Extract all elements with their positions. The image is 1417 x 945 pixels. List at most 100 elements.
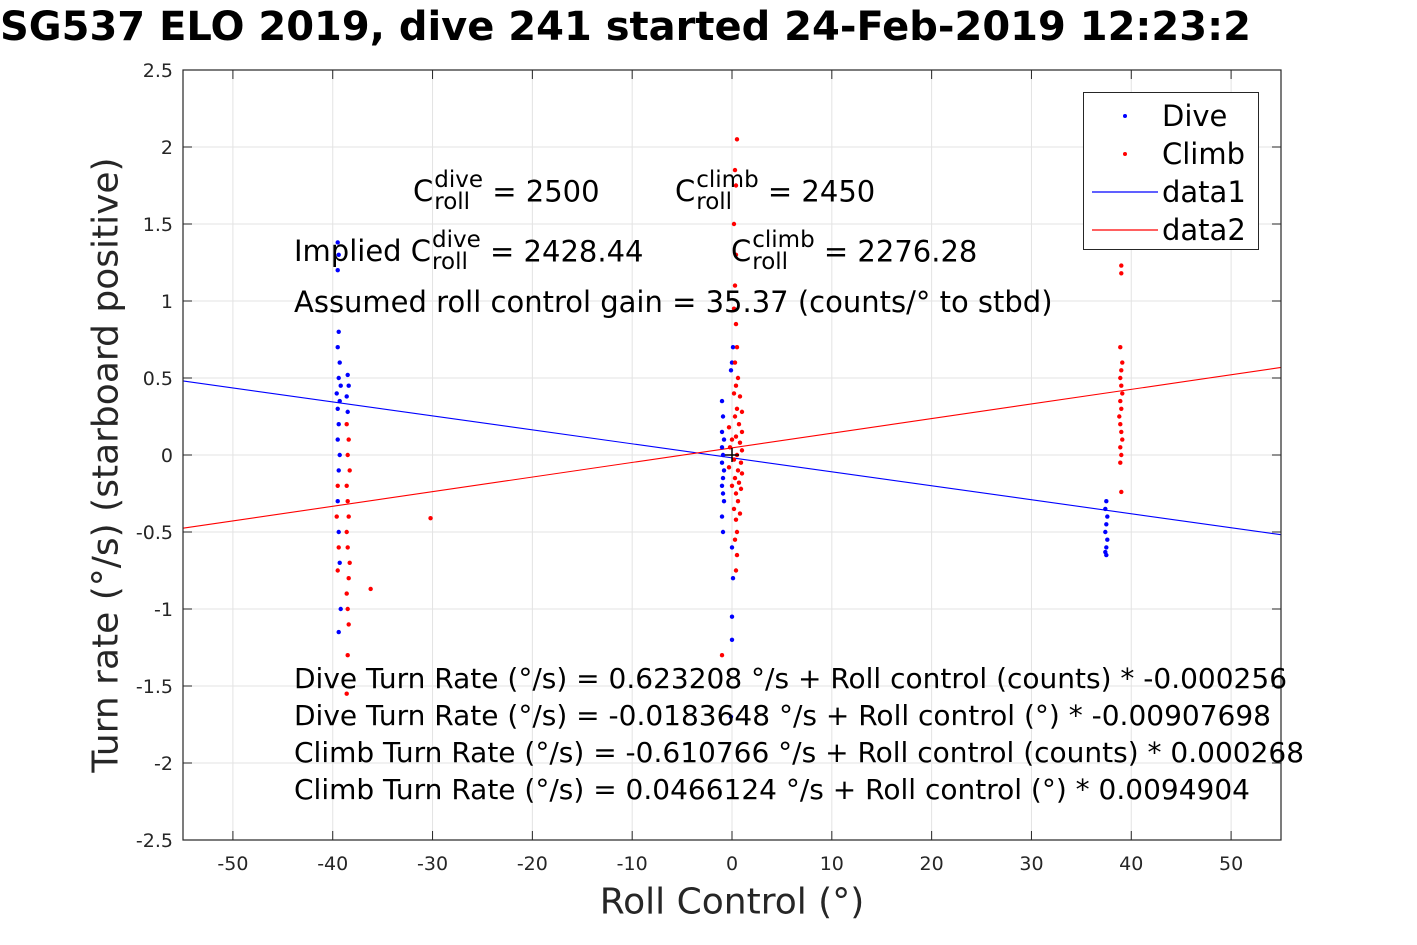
legend-item-dive: Dive — [1084, 97, 1258, 135]
data-point-climb — [334, 514, 339, 519]
data-point-climb — [346, 514, 351, 519]
y-tick-label: 0.5 — [143, 368, 173, 390]
x-tick-label: -30 — [417, 853, 448, 875]
data-point-climb — [719, 653, 725, 658]
data-point-dive — [1104, 522, 1109, 527]
data-point-dive — [719, 514, 725, 519]
data-point-dive — [345, 372, 350, 378]
data-point-climb — [347, 560, 352, 565]
data-point-climb — [726, 465, 732, 470]
data-point-dive — [336, 375, 341, 381]
data-point-dive — [338, 606, 343, 612]
data-point-climb — [732, 414, 738, 419]
dive-marker-icon — [1123, 114, 1127, 118]
data-point-climb — [345, 499, 350, 504]
data-point-dive — [728, 368, 734, 373]
data-point-climb — [739, 409, 745, 415]
y-tick-label: -2.5 — [136, 830, 173, 852]
data-point-dive — [336, 529, 341, 535]
climb-marker-icon — [1123, 152, 1127, 156]
y-tick-label: -2 — [154, 753, 173, 775]
x-axis-ticks: -50 -40 -30 -20 -10 0 10 20 30 40 50 — [217, 70, 1243, 875]
data-point-climb — [734, 137, 740, 142]
data-point-dive — [336, 422, 341, 427]
data-point-dive — [338, 383, 343, 388]
data-point-climb — [344, 529, 349, 535]
origin-crosshair — [725, 448, 739, 462]
data-point-climb — [1118, 345, 1123, 350]
data-point-climb — [1119, 406, 1124, 411]
data-point-climb — [345, 545, 350, 550]
subscript-roll: roll — [434, 188, 471, 215]
data-point-climb — [345, 452, 350, 458]
data-point-dive — [1103, 506, 1108, 512]
data-marks — [182, 137, 1282, 719]
data-point-dive — [1104, 545, 1109, 550]
implied-climb-value: = 2276.28 — [823, 234, 978, 269]
data-point-climb — [734, 552, 740, 558]
data-point-climb — [729, 483, 735, 488]
data-point-climb — [733, 491, 739, 496]
data-point-climb — [1120, 360, 1125, 365]
data-point-climb — [739, 471, 745, 476]
data-point-climb — [734, 406, 740, 411]
data-point-climb — [344, 483, 349, 488]
y-tick-label: 2.5 — [143, 60, 173, 82]
data-point-climb — [738, 486, 744, 492]
data-point-dive — [346, 383, 351, 388]
data-point-dive — [335, 499, 340, 504]
legend-label-climb: Climb — [1162, 137, 1246, 171]
data-point-climb — [1119, 452, 1124, 458]
data-point-climb — [737, 394, 743, 399]
data-point-climb — [731, 506, 737, 512]
data-point-climb — [734, 529, 740, 535]
data-point-climb — [345, 653, 350, 658]
data1-line-icon — [1092, 191, 1158, 193]
x-tick-label: -20 — [517, 853, 548, 875]
c-letter: C — [413, 174, 434, 209]
data-point-dive — [335, 406, 340, 411]
data-point-climb — [739, 448, 745, 453]
data-point-climb — [733, 568, 739, 573]
y-tick-label: -1.5 — [136, 676, 173, 698]
axes-box — [182, 69, 1282, 841]
data-point-dive — [720, 529, 726, 535]
data-point-climb — [733, 383, 739, 388]
equation-climb-degrees: Climb Turn Rate (°/s) = 0.0466124 °/s + … — [294, 773, 1250, 806]
data-point-dive — [719, 429, 725, 435]
data-point-dive — [719, 460, 725, 465]
x-tick-label: 30 — [1019, 853, 1043, 875]
data-point-dive — [1103, 529, 1108, 535]
data-point-climb — [731, 306, 737, 311]
y-tick-label: -1 — [154, 599, 173, 621]
data-point-climb — [335, 568, 340, 573]
implied-prefix: Implied C — [294, 234, 432, 269]
data-point-dive — [334, 391, 339, 396]
superscript-climb: climb — [752, 227, 815, 253]
implied-c-climb-annotation: C climb roll = 2276.28 — [731, 227, 978, 274]
data-point-dive — [719, 398, 725, 404]
legend-label-dive: Dive — [1162, 99, 1228, 133]
data-point-climb — [732, 360, 738, 365]
c-roll-climb-annotation: C climb roll = 2450 — [675, 169, 875, 214]
data2-line-icon — [1092, 229, 1158, 231]
data-point-climb — [1117, 414, 1122, 419]
data-point-climb — [732, 283, 738, 288]
data-point-dive — [721, 437, 727, 442]
data-point-dive — [1104, 499, 1109, 504]
data-point-dive — [345, 409, 350, 415]
data-point-climb — [736, 422, 742, 427]
data-point-climb — [735, 468, 741, 473]
y-axis-title: Turn rate (°/s) (starboard positive) — [85, 157, 127, 773]
data-point-climb — [733, 517, 739, 522]
data-point-climb — [335, 483, 340, 488]
data-point-climb — [1119, 271, 1124, 276]
data-point-dive — [720, 414, 726, 419]
data-point-dive — [335, 240, 340, 245]
data-point-climb — [733, 252, 739, 257]
data-point-dive — [336, 468, 341, 473]
data-point-climb — [726, 425, 732, 430]
legend-item-data1: data1 — [1084, 173, 1258, 211]
x-axis-title: Roll Control (°) — [599, 881, 865, 923]
data-point-climb — [735, 499, 741, 504]
